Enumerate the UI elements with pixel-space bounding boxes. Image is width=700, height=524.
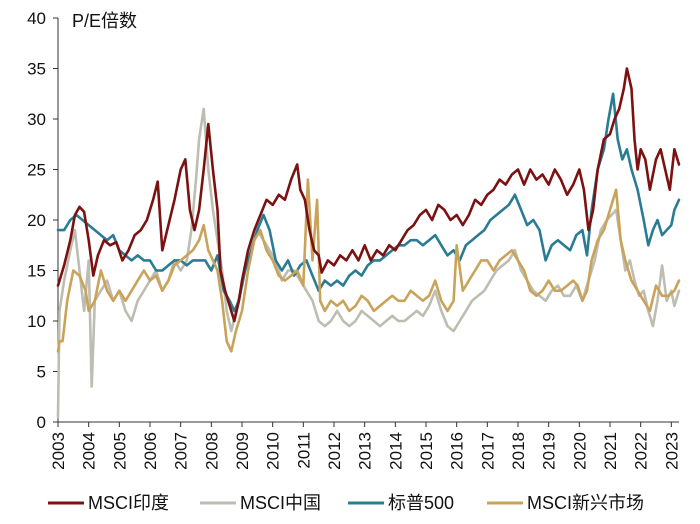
legend-label-0: MSCI印度: [88, 493, 169, 513]
x-tick-label: 2012: [325, 432, 344, 470]
x-tick-label: 2023: [662, 432, 681, 470]
y-tick-label: 20: [27, 211, 46, 230]
x-tick-label: 2016: [448, 432, 467, 470]
x-tick-label: 2009: [233, 432, 252, 470]
y-tick-label: 25: [27, 161, 46, 180]
x-tick-label: 2017: [478, 432, 497, 470]
legend-label-1: MSCI中国: [240, 493, 321, 513]
x-tick-label: 2011: [294, 432, 313, 469]
series-line-3: [56, 178, 681, 353]
y-tick-label: 0: [37, 413, 46, 432]
x-tick-label: 2013: [356, 432, 375, 470]
x-tick-label: 2005: [110, 432, 129, 470]
legend-label-3: MSCI新兴市场: [527, 493, 644, 513]
y-tick-label: 40: [27, 9, 46, 28]
x-tick-label: 2015: [417, 432, 436, 470]
x-tick-label: 2020: [570, 432, 589, 470]
legend-label-2: 标普500: [388, 493, 454, 513]
x-tick-label: 2006: [141, 432, 160, 470]
x-tick-label: 2010: [264, 432, 283, 470]
x-tick-label: 2018: [509, 432, 528, 470]
series-lines: [56, 67, 681, 419]
y-tick-label: 30: [27, 110, 46, 129]
y-tick-label: 35: [27, 60, 46, 79]
y-tick-label: 5: [37, 363, 46, 382]
x-tick-label: 2021: [601, 432, 620, 470]
x-tick-label: 2022: [632, 432, 651, 470]
legend: MSCI印度 MSCI中国 标普500 MSCI新兴市场: [48, 493, 644, 513]
x-tick-label: 2007: [172, 432, 191, 470]
y-tick-label: 10: [27, 312, 46, 331]
axes: 0 5 10 15 20 25 30 35 40 2003 2004 2005 2006 2007 2008…: [27, 9, 681, 470]
x-tick-label: 2003: [49, 432, 68, 470]
y-tick-label: 15: [27, 262, 46, 281]
x-tick-label: 2004: [80, 432, 99, 470]
x-tick-label: 2008: [202, 432, 221, 470]
x-tick-label: 2014: [386, 432, 405, 470]
series-line-0: [56, 67, 681, 323]
y-axis-unit-label: P/E倍数: [72, 11, 137, 31]
x-tick-label: 2019: [540, 432, 559, 470]
